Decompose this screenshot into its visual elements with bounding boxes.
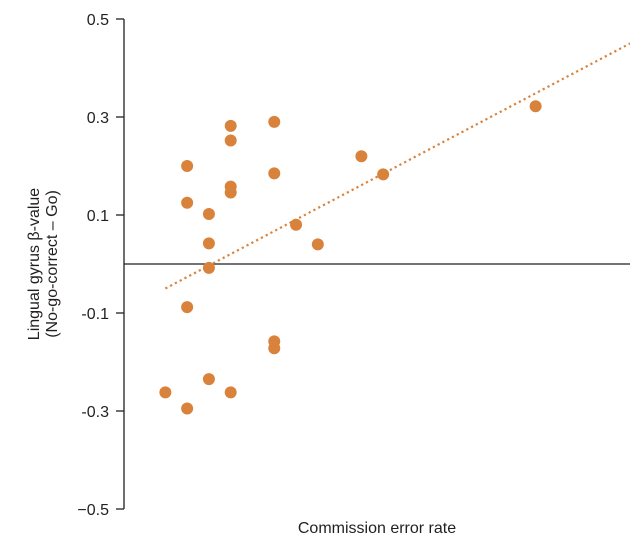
data-point: [202, 237, 215, 250]
data-point: [529, 100, 542, 113]
data-points: [159, 100, 542, 415]
y-axis-title-line2: (No-go-correct – Go): [44, 190, 61, 338]
data-point: [224, 186, 237, 199]
y-tick-label: 0.3: [87, 110, 109, 127]
y-axis-title-line1: Lingual gyrus β-value: [26, 188, 43, 341]
y-tick-label: 0.5: [87, 12, 109, 29]
data-point: [202, 208, 215, 221]
data-point: [355, 150, 368, 163]
data-point: [311, 238, 324, 251]
y-ticks: 0.5 0.3 0.1 -0.1 -0.3 −0.5: [77, 12, 124, 519]
trend-line: [164, 42, 630, 290]
y-axis-title: Lingual gyrus β-value (No-go-correct – G…: [26, 188, 61, 341]
data-point: [268, 342, 281, 355]
data-point: [224, 386, 237, 399]
y-tick-label: -0.3: [81, 404, 109, 421]
data-point: [224, 134, 237, 147]
data-point: [202, 261, 215, 274]
y-tick-label: −0.5: [77, 502, 109, 519]
y-tick-label: 0.1: [87, 208, 109, 225]
data-point: [224, 119, 237, 132]
y-tick-label: -0.1: [81, 306, 109, 323]
data-point: [181, 160, 194, 172]
data-point: [268, 167, 281, 180]
data-point: [181, 196, 194, 209]
data-point: [290, 218, 303, 231]
data-point: [181, 402, 194, 415]
data-point: [268, 115, 281, 128]
data-point: [202, 373, 215, 386]
x-axis-title: Commission error rate: [298, 520, 456, 537]
data-point: [159, 386, 172, 399]
y-axis: 0.5 0.3 0.1 -0.1 -0.3 −0.5: [77, 12, 125, 519]
data-point: [181, 301, 194, 314]
data-point: [377, 168, 390, 181]
